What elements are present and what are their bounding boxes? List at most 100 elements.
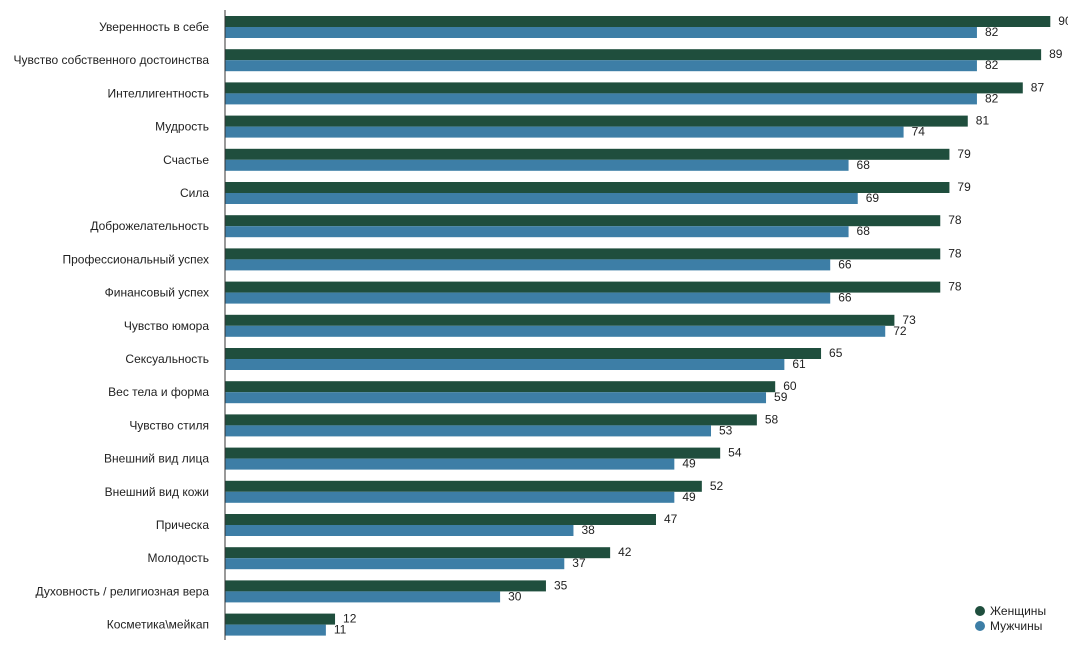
value-label-women: 60 xyxy=(783,379,797,393)
bar-men xyxy=(225,60,977,72)
category-label: Счастье xyxy=(163,153,209,167)
bar-women xyxy=(225,16,1051,27)
bar-men xyxy=(225,93,977,105)
value-label-women: 87 xyxy=(1031,80,1045,94)
category-label: Чувство стиля xyxy=(129,418,209,432)
value-label-men: 68 xyxy=(857,224,871,238)
bar-men xyxy=(225,392,767,404)
bar-women xyxy=(225,115,968,127)
bar-men xyxy=(225,558,565,570)
category-label: Молодость xyxy=(147,551,209,565)
bar-women xyxy=(225,580,546,592)
bar-women xyxy=(225,215,941,227)
value-label-women: 35 xyxy=(554,578,568,592)
value-label-men: 82 xyxy=(985,91,999,105)
value-labels: 90 82 89 82 87 82 81 74 79 68 79 69 78 68 78 66 78 66 7372… xyxy=(334,14,1068,637)
bar-men xyxy=(225,591,501,603)
bar-men xyxy=(225,126,904,138)
bar-women xyxy=(225,182,950,193)
category-label: Прическа xyxy=(156,518,209,532)
category-label: Вес тела и форма xyxy=(108,385,209,399)
legend-label-women: Женщины xyxy=(990,604,1046,618)
value-label-men: 11 xyxy=(334,623,347,637)
category-label: Внешний вид лица xyxy=(104,452,209,466)
value-label-men: 82 xyxy=(985,58,999,72)
bar-women xyxy=(225,348,822,359)
category-label: Интеллигентность xyxy=(107,86,209,100)
value-label-men: 37 xyxy=(572,556,586,570)
value-label-men: 30 xyxy=(508,589,522,603)
value-label-women: 73 xyxy=(902,313,916,327)
value-label-men: 59 xyxy=(774,390,788,404)
bar-women xyxy=(225,480,702,492)
value-label-men: 66 xyxy=(838,257,852,271)
value-label-women: 90 xyxy=(1058,14,1068,28)
value-label-men: 69 xyxy=(866,191,880,205)
bar-women xyxy=(225,148,950,160)
bar-men xyxy=(225,226,849,238)
category-label: Финансовый успех xyxy=(105,286,209,300)
value-label-men: 61 xyxy=(792,357,806,371)
bar-men xyxy=(225,159,849,171)
value-label-men: 49 xyxy=(682,490,696,504)
legend-swatch-men xyxy=(975,621,985,631)
value-label-men: 72 xyxy=(893,324,907,338)
value-label-women: 89 xyxy=(1049,47,1063,61)
bar-men xyxy=(225,359,785,370)
category-label: Косметика\мейкап xyxy=(107,618,209,632)
bar-men xyxy=(225,624,326,636)
bar-men xyxy=(225,27,977,38)
bar-men xyxy=(225,425,712,437)
value-label-women: 78 xyxy=(948,280,962,294)
bar-women xyxy=(225,381,776,393)
legend-swatch-women xyxy=(975,606,985,616)
bars xyxy=(225,16,1051,636)
value-label-women: 47 xyxy=(664,512,678,526)
value-label-men: 49 xyxy=(682,457,696,471)
legend-item-men: Мужчины xyxy=(975,619,1042,633)
bar-men xyxy=(225,491,675,503)
bar-men xyxy=(225,292,831,304)
category-label: Сила xyxy=(180,186,209,200)
bar-women xyxy=(225,447,721,459)
value-label-men: 82 xyxy=(985,25,999,39)
category-label: Внешний вид кожи xyxy=(105,485,209,499)
value-label-men: 74 xyxy=(912,125,926,139)
bar-women xyxy=(225,314,895,326)
bar-women xyxy=(225,414,757,426)
value-label-women: 78 xyxy=(948,213,962,227)
category-label: Уверенность в себе xyxy=(99,20,209,34)
bar-women xyxy=(225,547,611,559)
value-label-men: 68 xyxy=(857,158,871,172)
bar-men xyxy=(225,525,574,536)
value-label-men: 53 xyxy=(719,423,733,437)
value-label-women: 42 xyxy=(618,545,632,559)
category-labels: Уверенность в себе Чувство собственного д… xyxy=(14,20,210,632)
legend-item-women: Женщины xyxy=(975,604,1046,618)
category-label: Духовность / религиозная вера xyxy=(35,584,209,598)
value-label-women: 54 xyxy=(728,446,742,460)
bar-women xyxy=(225,248,941,260)
value-label-women: 79 xyxy=(957,147,971,161)
bar-men xyxy=(225,458,675,470)
bar-women xyxy=(225,281,941,293)
value-label-women: 65 xyxy=(829,346,843,360)
category-label: Чувство собственного достоинства xyxy=(14,53,210,67)
value-label-women: 58 xyxy=(765,412,779,426)
category-label: Чувство юмора xyxy=(124,319,209,333)
category-label: Сексуальность xyxy=(125,352,209,366)
bar-women xyxy=(225,514,656,525)
value-label-women: 79 xyxy=(957,180,971,194)
value-label-women: 52 xyxy=(710,479,724,493)
bar-women xyxy=(225,82,1023,94)
value-label-women: 12 xyxy=(343,612,357,626)
value-label-men: 38 xyxy=(581,523,595,537)
value-label-men: 66 xyxy=(838,291,852,305)
legend-label-men: Мужчины xyxy=(990,619,1042,633)
legend: Женщины Мужчины xyxy=(975,604,1046,633)
value-label-women: 81 xyxy=(976,114,990,128)
category-label: Профессиональный успех xyxy=(62,252,209,266)
bar-women xyxy=(225,49,1042,61)
bar-women xyxy=(225,613,336,625)
